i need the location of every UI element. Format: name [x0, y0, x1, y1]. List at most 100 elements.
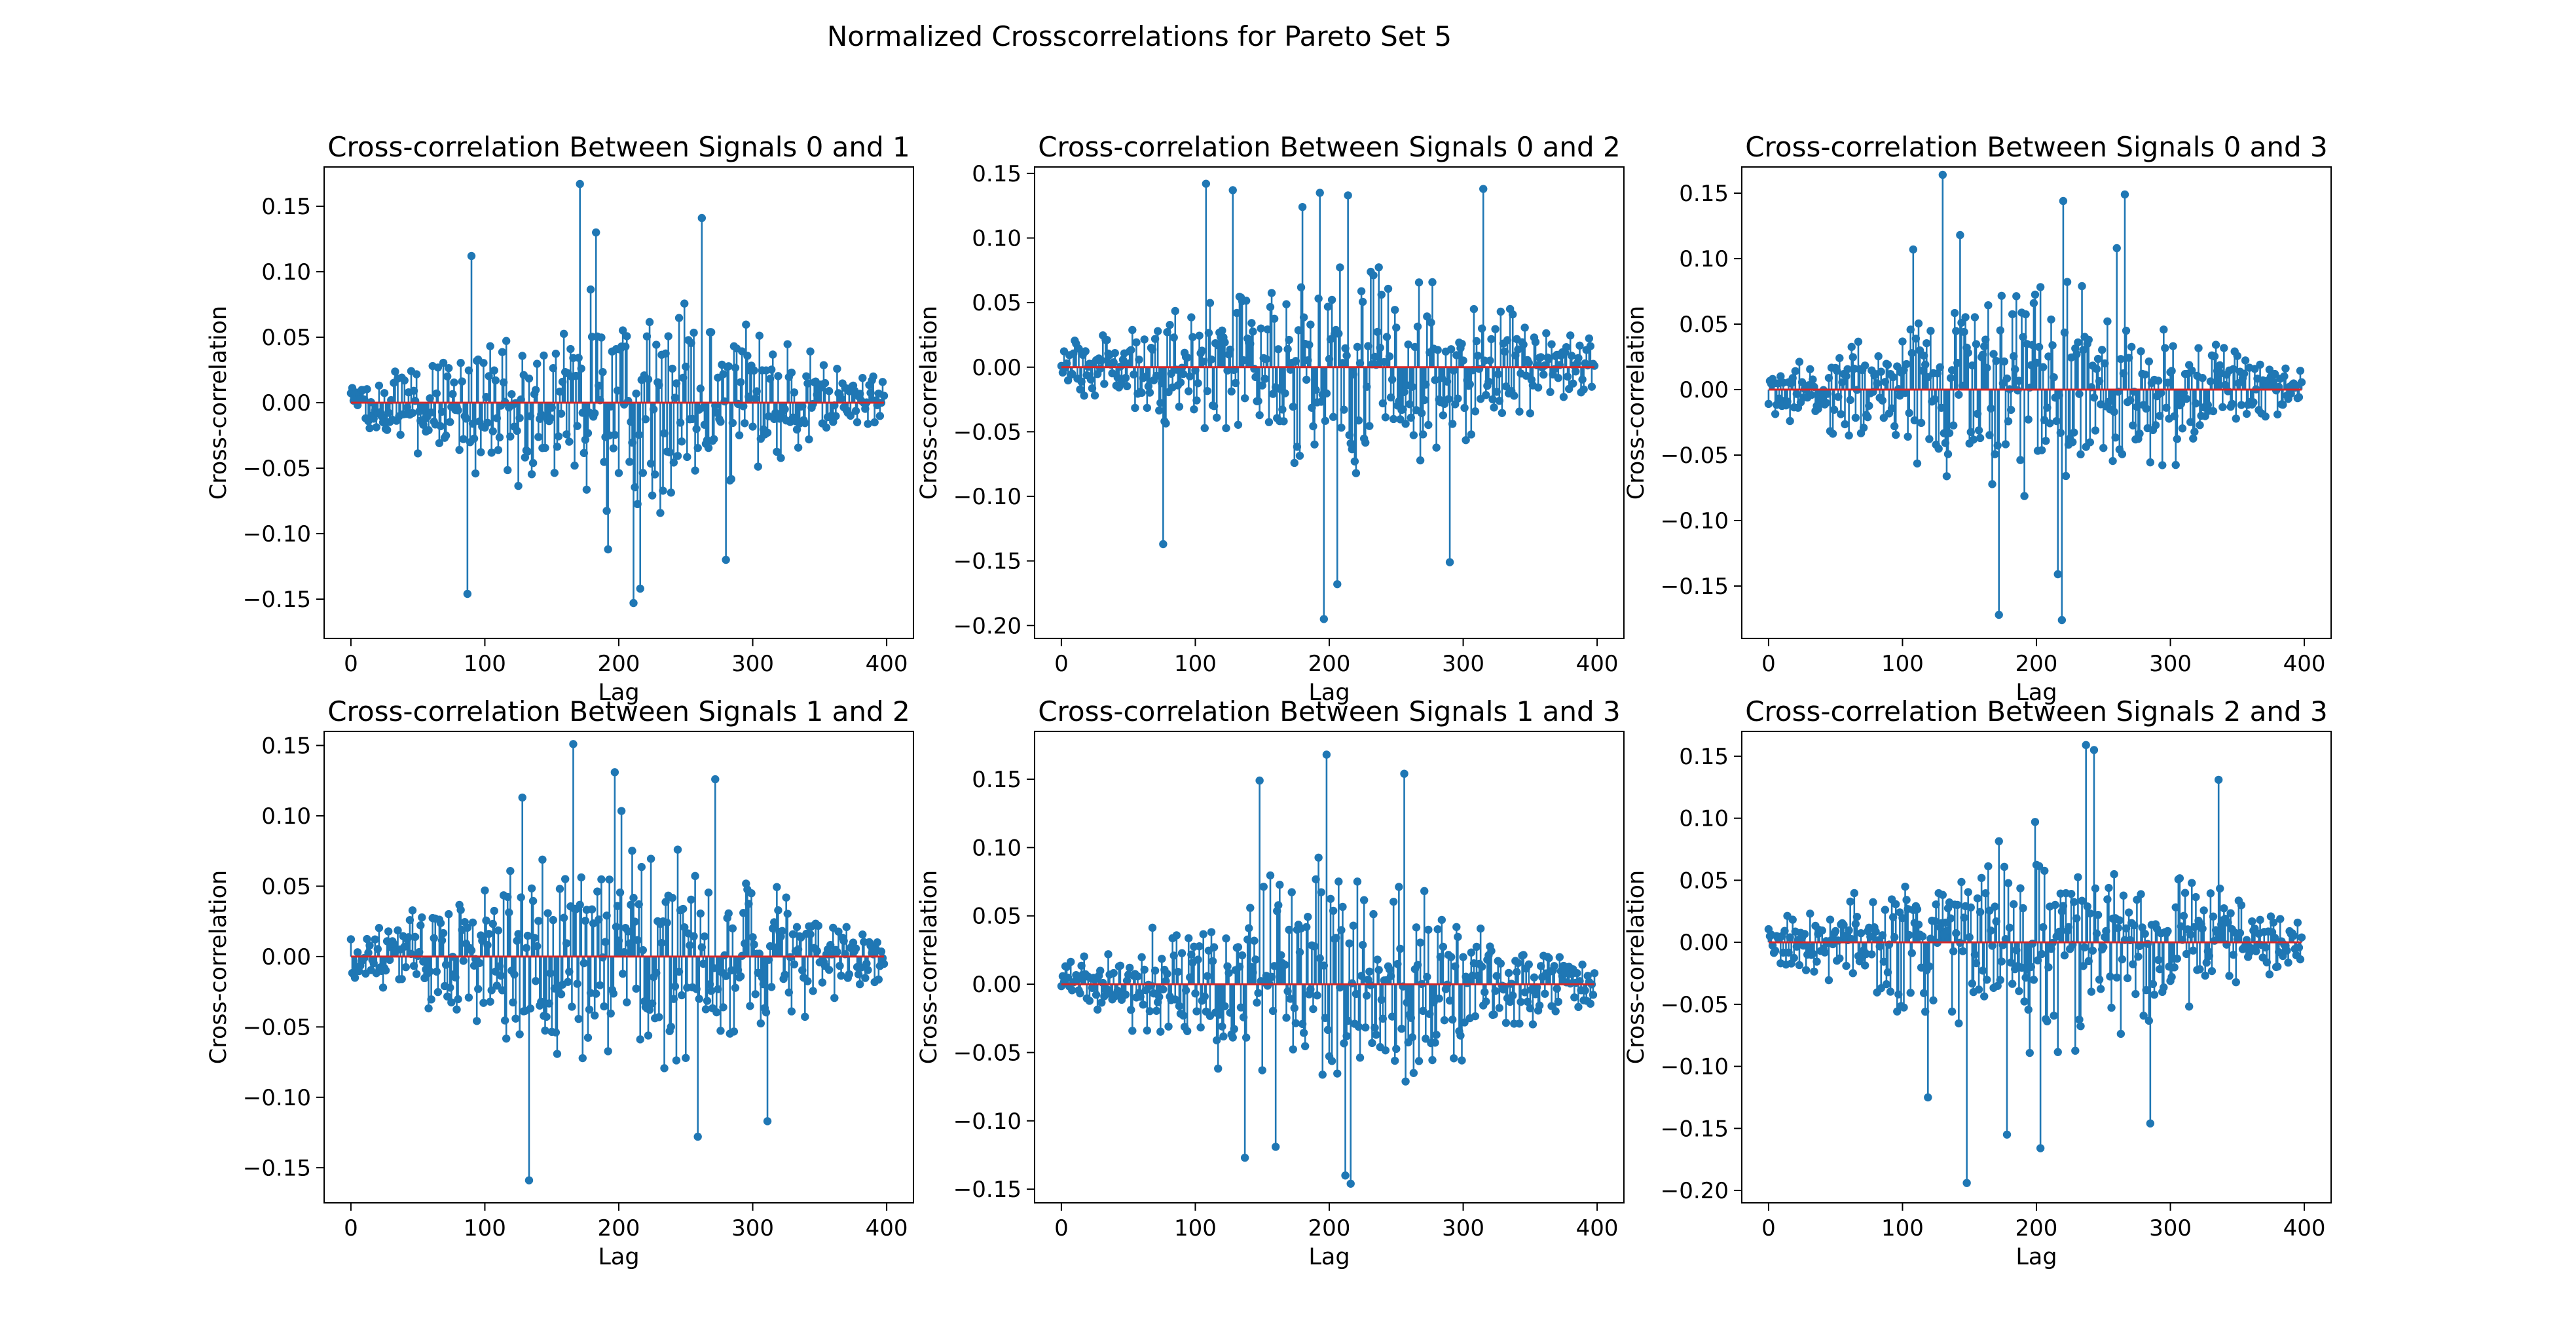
stem-marker [1200, 424, 1209, 433]
stem-marker [661, 898, 670, 906]
stem-marker [513, 936, 521, 945]
stem-marker [792, 425, 801, 434]
stem-marker [1346, 1179, 1355, 1188]
stem-marker [1062, 359, 1071, 368]
y-tick-label: 0.10 [972, 225, 1021, 251]
stem-marker [1495, 1004, 1503, 1012]
stem-marker [674, 967, 684, 976]
y-tick-label: −0.15 [953, 549, 1021, 575]
stem-marker [1860, 361, 1869, 370]
stem-marker [1194, 379, 1202, 388]
stem-marker [1993, 441, 2002, 450]
stem-series [346, 740, 889, 1185]
stem-marker [2281, 364, 2290, 373]
stem-marker [1492, 972, 1501, 980]
stem-marker [1228, 186, 1237, 194]
stem-marker [1792, 942, 1801, 951]
stem-marker [1199, 358, 1207, 366]
subplot-5: 0 100 200 300 400−0.15−0.10−0.050.000.050.10… [916, 695, 1625, 1270]
stem-marker [542, 1012, 551, 1021]
stem-marker [762, 1008, 771, 1017]
stem-marker [1860, 961, 1869, 970]
stem-marker [2083, 902, 2091, 911]
stem-marker [1943, 450, 1953, 458]
stem-marker [794, 443, 803, 452]
stem-marker [1579, 385, 1588, 394]
y-axis-label: Cross-correlation [206, 306, 232, 500]
stem-marker [1467, 430, 1476, 439]
stem-marker [1175, 1002, 1184, 1010]
stem-marker [1902, 896, 1911, 904]
stem-marker [1240, 394, 1249, 403]
stem-marker [1901, 388, 1909, 397]
stem-marker [1484, 377, 1493, 386]
stem-marker [1883, 968, 1892, 977]
stem-marker [839, 936, 848, 946]
stem-marker [1431, 1038, 1439, 1047]
stem-marker [1528, 1020, 1537, 1029]
stem-marker [2154, 955, 2163, 964]
stem-marker [1096, 966, 1105, 975]
stem-marker [1949, 947, 1958, 956]
stem-marker [2040, 866, 2049, 875]
stem-marker [1207, 355, 1216, 364]
stem-marker [1992, 356, 2000, 365]
stem-marker [2167, 972, 2176, 982]
stem-marker [1148, 345, 1157, 354]
stem-marker [2115, 916, 2124, 925]
stem-marker [1395, 397, 1403, 406]
stem-marker [1088, 384, 1097, 393]
stem-marker [613, 902, 622, 910]
stem-marker [1175, 402, 1184, 411]
stem-marker [1312, 875, 1320, 884]
stem-marker [1494, 370, 1502, 378]
stem-marker [2284, 958, 2292, 967]
stem-marker [1281, 961, 1289, 969]
stem-marker [550, 469, 559, 477]
stem-marker [474, 985, 483, 993]
stem-marker [1093, 1005, 1102, 1014]
stem-marker [602, 911, 611, 920]
y-tick-label: −0.15 [1661, 1116, 1729, 1142]
stem-marker [2074, 873, 2082, 881]
stem-marker [1179, 369, 1188, 378]
stem-marker [1970, 950, 1979, 959]
stem-marker [586, 285, 595, 294]
y-tick-label: −0.20 [1661, 1178, 1729, 1204]
stem-marker [549, 915, 557, 925]
stem-marker [1413, 322, 1422, 331]
stem-marker [1812, 957, 1821, 966]
stem-marker [1520, 323, 1529, 332]
stem-marker [1304, 913, 1312, 921]
stem-marker [1336, 983, 1344, 992]
stem-marker [781, 405, 789, 414]
stem-marker [1420, 395, 1429, 405]
stem-marker [1991, 450, 1999, 458]
stem-marker [1818, 926, 1826, 935]
stem-marker [1575, 977, 1584, 985]
stem-marker [418, 401, 426, 411]
x-axis-label: Lag [1308, 1244, 1350, 1270]
y-tick-label: 0.05 [972, 290, 1021, 316]
stem-marker [1291, 357, 1300, 365]
stem-marker [1373, 327, 1382, 337]
stem-marker [597, 875, 606, 884]
stem-marker [1906, 325, 1915, 334]
stem-marker [628, 847, 636, 855]
stem-marker [1231, 378, 1240, 388]
stem-marker [790, 388, 799, 397]
stem-marker [1491, 987, 1500, 995]
stem-marker [1283, 345, 1292, 354]
stem-marker [1823, 390, 1832, 398]
stem-marker [1344, 191, 1352, 200]
stem-marker [2273, 410, 2282, 419]
stem-marker [1150, 966, 1160, 975]
stem-marker [1391, 1056, 1399, 1065]
stem-marker [1925, 435, 1934, 443]
stem-marker [1851, 413, 1860, 422]
stem-marker [2110, 870, 2118, 879]
stem-marker [527, 469, 536, 479]
stem-marker [2039, 923, 2048, 932]
stem-marker [528, 896, 538, 906]
stem-marker [1534, 383, 1543, 392]
